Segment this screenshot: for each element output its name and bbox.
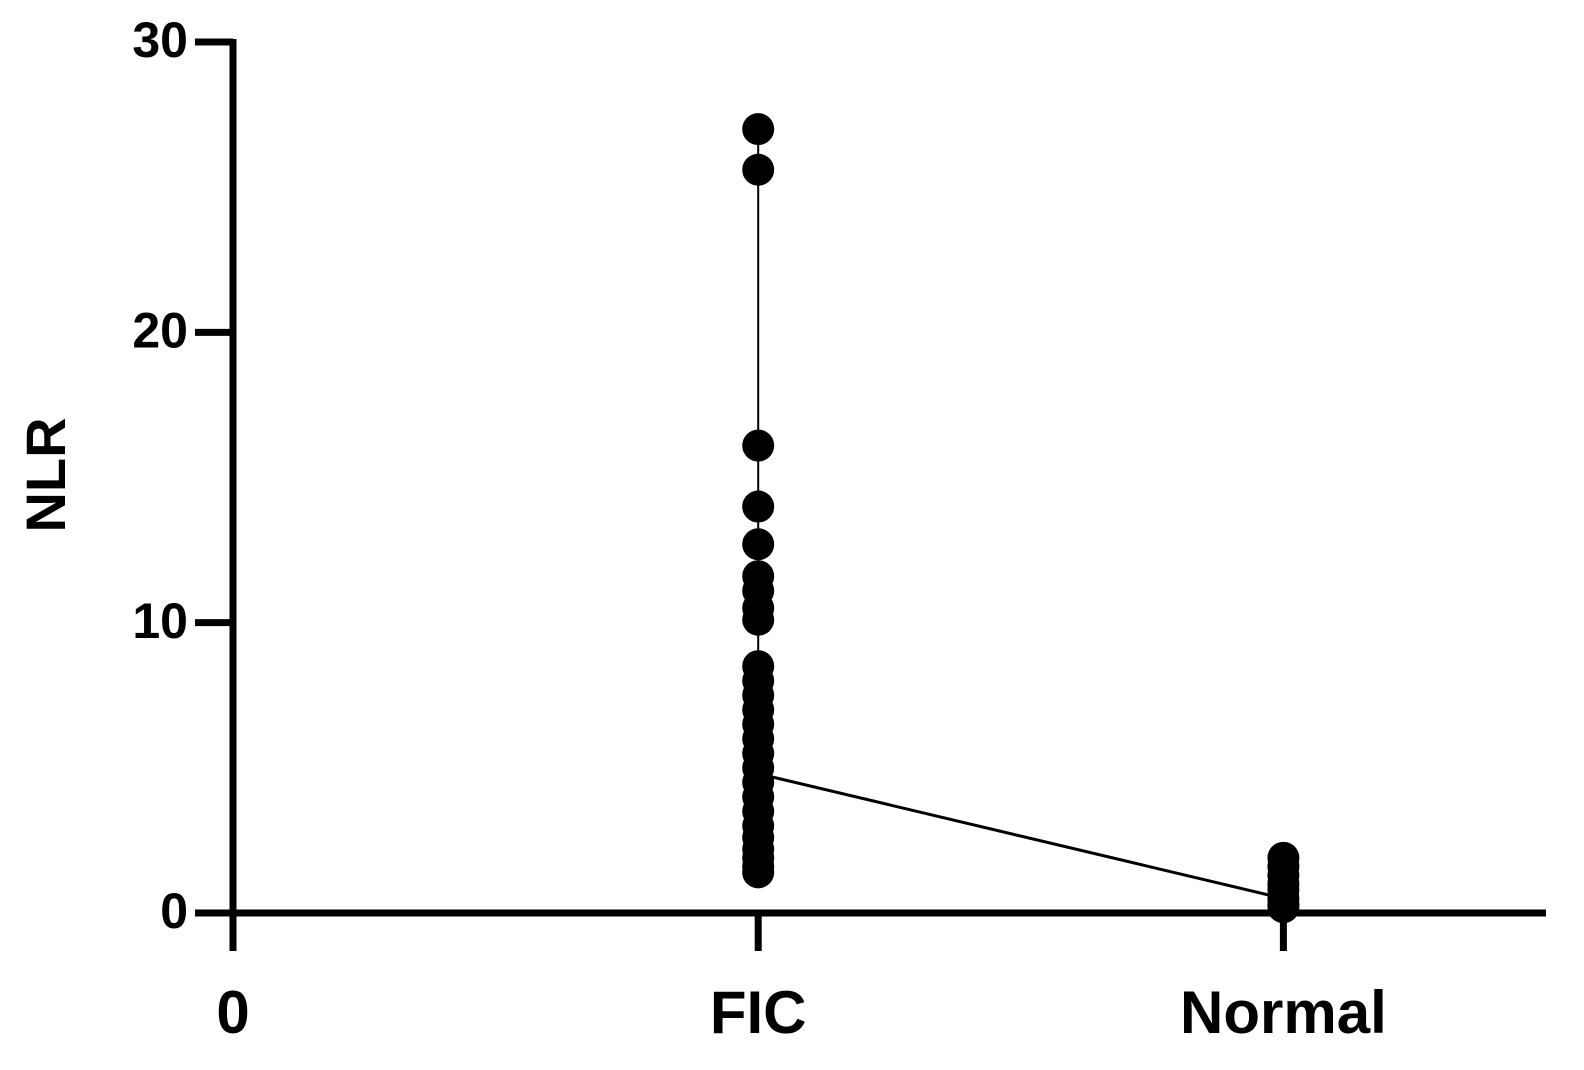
y-tick-label: 20 (132, 303, 188, 359)
data-point (742, 528, 775, 561)
x-tick-label: Normal (1180, 979, 1387, 1046)
data-point (1267, 891, 1300, 924)
data-point (742, 429, 775, 462)
y-tick-label: 0 (160, 883, 188, 939)
data-point (742, 113, 775, 146)
x-tick-label: 0 (216, 979, 249, 1046)
data-point (742, 490, 775, 523)
mean-line (757, 772, 1284, 900)
y-tick-label: 10 (132, 593, 188, 649)
data-point (742, 153, 775, 186)
x-tick-label: FIC (710, 979, 807, 1046)
y-axis-label: NLR (14, 417, 77, 532)
data-point (742, 603, 775, 636)
y-tick-label: 30 (132, 12, 188, 68)
data-point (742, 856, 775, 889)
